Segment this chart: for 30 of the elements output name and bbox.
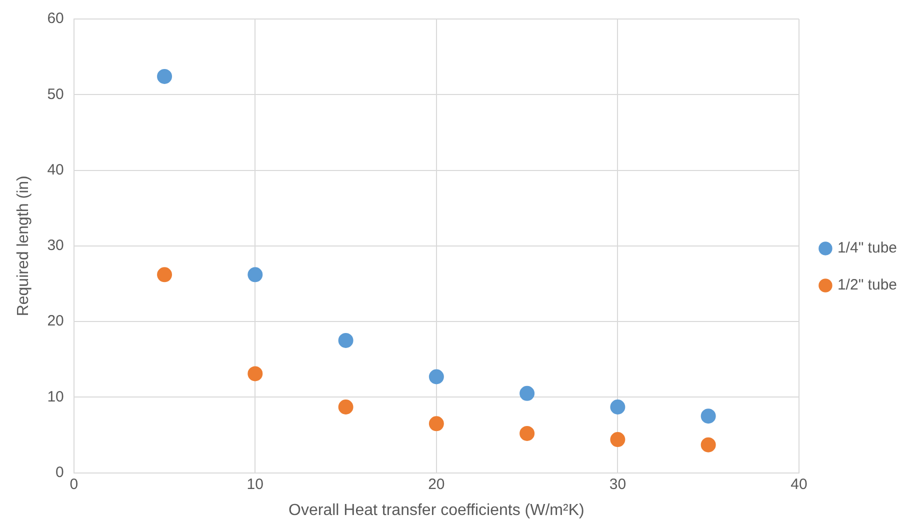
point xyxy=(338,332,354,348)
x-axis-title: Overall Heat transfer coefficients (W/m²K) xyxy=(288,502,584,519)
y-tick-label: 0 xyxy=(56,464,64,481)
y-tick-label: 50 xyxy=(47,86,64,103)
point xyxy=(610,432,626,448)
point xyxy=(248,366,263,382)
point xyxy=(520,386,535,401)
point xyxy=(157,68,172,84)
y-tick-label: 20 xyxy=(47,312,64,330)
point xyxy=(428,369,444,384)
point xyxy=(610,400,626,414)
y-tick-label: 60 xyxy=(47,10,64,28)
point xyxy=(338,400,354,414)
point xyxy=(157,267,172,282)
point xyxy=(248,267,263,282)
x-tick-label: 30 xyxy=(609,476,626,493)
legend-label: 1/4" tube xyxy=(837,240,898,257)
x-tick-label: 10 xyxy=(246,476,264,493)
y-axis-title: Required length (in) xyxy=(15,176,32,316)
y-tick-label: 30 xyxy=(47,237,64,254)
point xyxy=(428,416,444,432)
x-tick-label: 20 xyxy=(428,476,445,493)
point xyxy=(700,408,716,424)
legend-label: 1/2" tube xyxy=(837,276,898,294)
point xyxy=(520,426,535,441)
point xyxy=(700,437,716,452)
x-tick-label: 40 xyxy=(790,476,808,493)
y-tick-label: 10 xyxy=(47,388,64,406)
y-tick-label: 40 xyxy=(47,161,64,178)
x-tick-label: 0 xyxy=(70,476,78,493)
